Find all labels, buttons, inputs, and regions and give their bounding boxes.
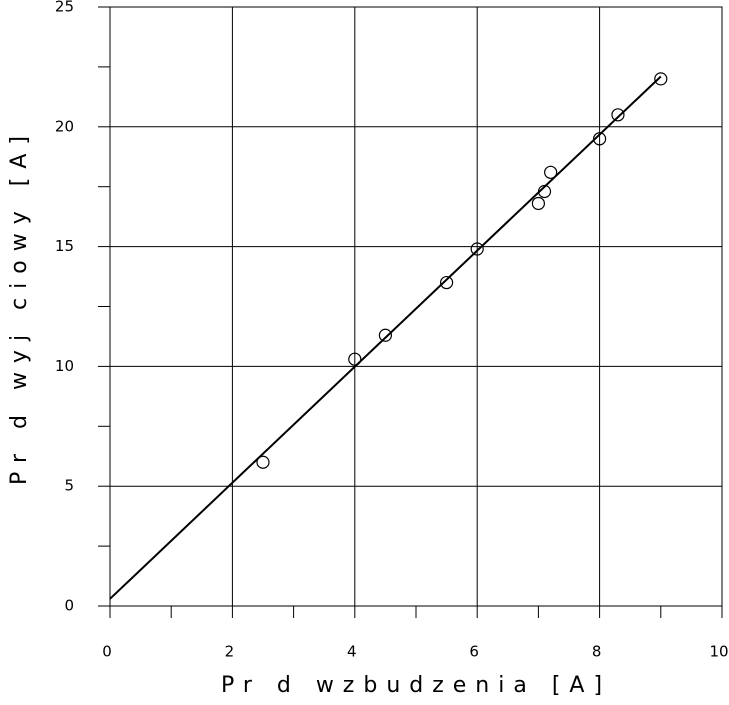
data-point [378, 328, 392, 342]
x-tick-label: 2 [225, 643, 235, 661]
x-tick-label: 8 [592, 643, 602, 661]
y-tick-label: 5 [64, 477, 74, 495]
y-tick-label: 10 [55, 357, 74, 375]
data-point [531, 196, 546, 211]
data-point [654, 72, 668, 86]
fit-line [109, 75, 662, 600]
plot-frame [109, 6, 723, 607]
data-point [348, 352, 362, 366]
y-tick-label: 0 [64, 597, 74, 615]
data-point [611, 108, 625, 122]
x-tick-label: 10 [709, 643, 728, 661]
data-point [544, 165, 558, 179]
y-tick-label: 25 [55, 0, 74, 16]
y-axis-label: Pr d wyj ciowy [A] [7, 127, 32, 485]
x-tick-label: 0 [102, 643, 112, 661]
data-point [592, 132, 607, 146]
data-point [256, 455, 270, 469]
data-point [440, 275, 454, 290]
data-point [537, 184, 552, 199]
y-tick-label: 20 [55, 117, 74, 135]
x-tick-label: 4 [347, 643, 357, 661]
y-tick-label: 15 [55, 237, 74, 255]
x-axis-label: Pr d wzbudzenia [A] [221, 673, 611, 698]
x-tick-label: 6 [469, 643, 479, 661]
data-point [470, 242, 484, 256]
